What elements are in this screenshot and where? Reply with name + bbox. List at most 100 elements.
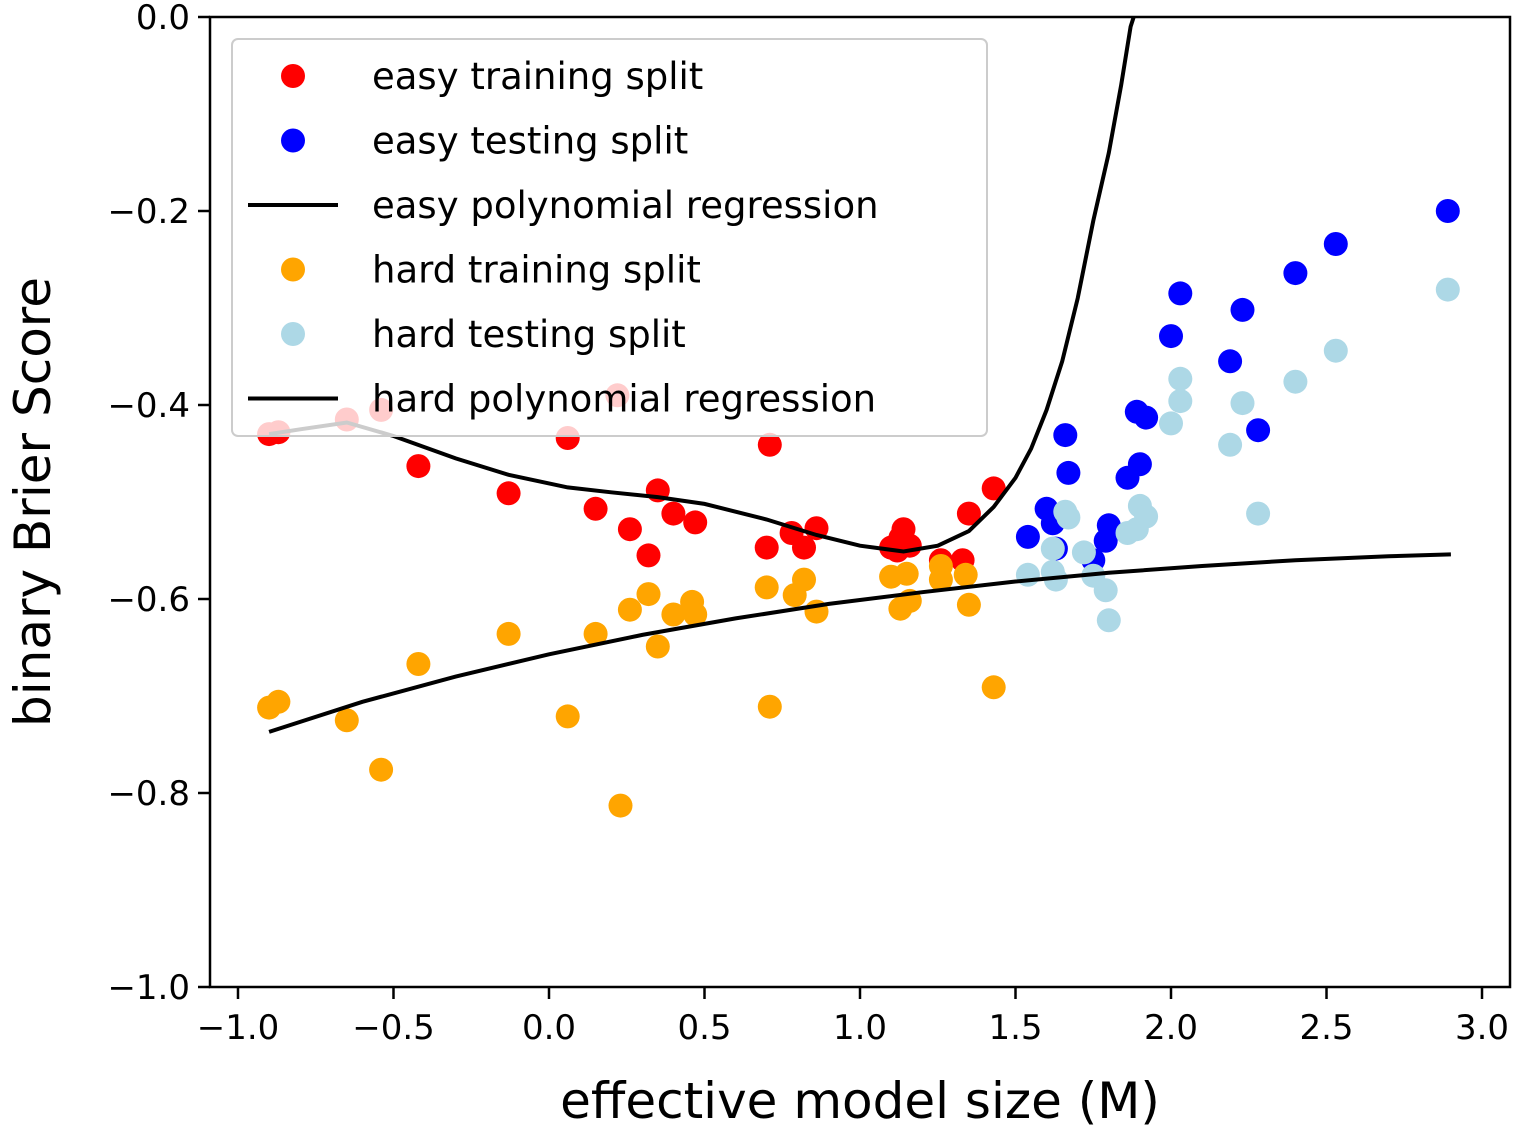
data-point [928, 567, 953, 592]
data-point [645, 634, 670, 659]
y-tick-label: −0.2 [107, 192, 190, 232]
legend-marker-swatch [281, 257, 305, 282]
legend-label: hard training split [372, 249, 701, 292]
x-tick-label: 2.0 [1144, 1008, 1198, 1048]
data-point [334, 708, 359, 733]
x-tick-label: 1.0 [833, 1008, 887, 1048]
data-point [1015, 524, 1040, 549]
legend-item-easy-testing-split: easy testing split [281, 120, 688, 163]
data-point [608, 793, 633, 818]
data-point [1159, 324, 1183, 349]
data-point [1071, 540, 1096, 565]
y-axis: 0.0 −0.2 −0.4 −0.6 −0.8 −1.0 [107, 0, 210, 1008]
series-hard-training-split [257, 554, 1006, 818]
legend-marker-swatch [281, 128, 305, 153]
regression-line [268, 552, 1451, 734]
y-axis-title: binary Brier Score [4, 277, 62, 727]
x-axis: −1.0 −0.5 0.0 0.5 1.0 1.5 2.0 2.5 3.0 [197, 987, 1509, 1048]
legend-box [231, 38, 988, 437]
x-tick-label: 1.5 [988, 1008, 1042, 1048]
x-tick-label: −0.5 [352, 1008, 435, 1048]
data-point [1435, 199, 1460, 223]
data-point [583, 621, 608, 646]
series-layer [257, 17, 1460, 818]
legend-item-hard-testing-split: hard testing split [281, 313, 686, 356]
data-point [754, 535, 779, 560]
data-point [1218, 349, 1243, 374]
y-tick-label: −0.4 [107, 386, 190, 426]
data-point [617, 517, 642, 542]
y-tick-label: −0.8 [107, 774, 190, 814]
data-point [1040, 536, 1065, 561]
data-point [757, 432, 782, 457]
data-point [792, 535, 816, 560]
series-hard-polynomial-regression [268, 552, 1451, 734]
data-point [1096, 513, 1121, 538]
legend-marker-swatch [281, 322, 305, 346]
legend-label: easy testing split [372, 120, 688, 163]
data-point [406, 454, 431, 479]
legend-label: hard polynomial regression [372, 378, 876, 421]
data-point [897, 533, 922, 558]
regression-line [268, 17, 1136, 554]
legend-item-easy-polynomial-regression: easy polynomial regression [248, 184, 879, 227]
data-point [1168, 389, 1193, 414]
data-point [636, 582, 661, 607]
data-point [406, 652, 431, 676]
data-point [661, 501, 686, 526]
data-point [1056, 505, 1081, 530]
data-point [1056, 460, 1081, 485]
data-point [1096, 608, 1121, 633]
data-point [1218, 432, 1243, 457]
data-point [266, 689, 291, 714]
data-point [1435, 277, 1460, 302]
data-point [683, 510, 708, 535]
data-point [661, 602, 686, 627]
x-tick-label: 3.0 [1455, 1008, 1509, 1048]
data-point [894, 561, 919, 586]
data-point [956, 501, 981, 526]
data-point [1168, 366, 1193, 391]
data-point [1093, 578, 1118, 603]
data-point [1323, 232, 1348, 256]
legend-label: easy training split [372, 55, 703, 98]
data-point [1134, 504, 1159, 529]
data-point [683, 602, 708, 627]
legend-item-easy-training-split: easy training split [281, 55, 703, 98]
data-point [953, 562, 978, 587]
data-point [1168, 281, 1193, 306]
legend-label: easy polynomial regression [372, 184, 879, 227]
data-point [1159, 411, 1183, 436]
data-point [956, 592, 981, 617]
legend-marker-swatch [281, 64, 305, 88]
data-point [981, 476, 1006, 501]
data-point [1127, 452, 1152, 477]
series-easy-polynomial-regression [268, 17, 1136, 554]
data-point [1323, 338, 1348, 363]
data-point [583, 496, 608, 521]
data-point [496, 481, 521, 506]
data-point [496, 621, 521, 646]
y-tick-label: −0.6 [107, 580, 190, 620]
data-point [636, 543, 661, 568]
y-tick-label: 0.0 [136, 0, 190, 38]
data-point [981, 675, 1006, 700]
legend-label: hard testing split [372, 313, 686, 356]
legend-item-hard-polynomial-regression: hard polynomial regression [248, 378, 876, 421]
data-point [1283, 369, 1308, 394]
data-point [555, 704, 580, 729]
data-point [757, 694, 782, 719]
data-point [1283, 261, 1308, 286]
data-point [1015, 562, 1040, 587]
x-tick-label: 0.0 [522, 1008, 576, 1048]
data-point [1246, 418, 1271, 443]
data-point [792, 567, 816, 592]
data-point [1053, 423, 1078, 448]
x-tick-label: −1.0 [197, 1008, 280, 1048]
y-tick-label: −1.0 [107, 968, 190, 1008]
data-point [1230, 391, 1255, 416]
data-point [754, 575, 779, 600]
data-point [369, 757, 394, 782]
x-tick-label: 2.5 [1299, 1008, 1353, 1048]
